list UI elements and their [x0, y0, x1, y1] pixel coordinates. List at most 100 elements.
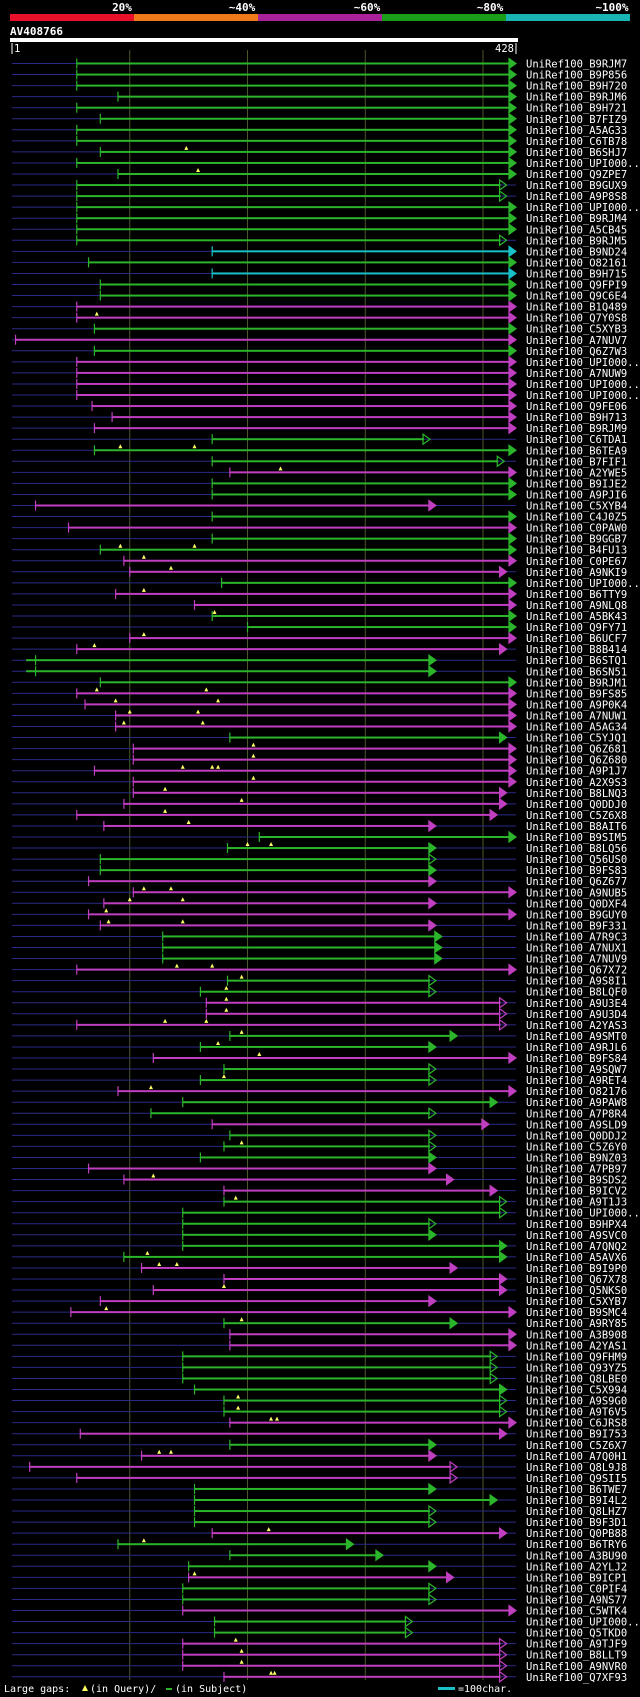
hit-row[interactable]: UniRef100_Q9FHM9	[12, 1350, 627, 1363]
hit-row[interactable]: UniRef100_A7QNQ2	[12, 1239, 627, 1253]
hit-row[interactable]: UniRef100_A9NVR0	[12, 1659, 627, 1673]
hit-row[interactable]: UniRef100_A9U3D4	[12, 1007, 627, 1021]
hit-row[interactable]: UniRef100_Q9SII5	[12, 1471, 627, 1485]
hit-row[interactable]: UniRef100_UPI000...	[12, 1615, 640, 1629]
hit-row[interactable]: UniRef100_B9ND24	[12, 245, 627, 258]
hit-row[interactable]: UniRef100_B9H713	[12, 410, 627, 424]
hit-row[interactable]: UniRef100_A7PB97	[12, 1162, 627, 1176]
hit-row[interactable]: UniRef100_A9NLQ8	[12, 598, 627, 612]
hit-row[interactable]: UniRef100_A9SQW7	[12, 1062, 627, 1076]
hit-row[interactable]: UniRef100_Q8LBE0	[12, 1372, 627, 1385]
hit-row[interactable]: UniRef100_A9U3E4	[12, 996, 627, 1010]
hit-row[interactable]: UniRef100_B9ICP1	[12, 1571, 627, 1584]
hit-row[interactable]: UniRef100_A9RY85	[12, 1317, 627, 1330]
hit-row[interactable]: UniRef100_A7NUW9	[12, 366, 627, 380]
hit-row[interactable]: UniRef100_A7P8R4	[12, 1107, 627, 1120]
hit-row[interactable]: UniRef100_C0PE67	[12, 554, 627, 568]
hit-row[interactable]: UniRef100_B8LLT9	[12, 1648, 627, 1662]
hit-row[interactable]: UniRef100_A9SLD9	[12, 1118, 627, 1131]
hit-row[interactable]: UniRef100_B8LNQ3	[12, 786, 627, 800]
hit-row[interactable]: UniRef100_B9GUY0	[12, 908, 627, 921]
hit-row[interactable]: UniRef100_B9RJM7	[12, 57, 627, 71]
hit-row[interactable]: UniRef100_B9RJM6	[12, 90, 627, 104]
hit-row[interactable]: UniRef100_Q67X72	[12, 963, 627, 977]
hit-row[interactable]: UniRef100_A2YWE5	[12, 466, 627, 479]
hit-row[interactable]: UniRef100_B9H721	[12, 101, 627, 115]
hit-row[interactable]: UniRef100_A9PAW8	[12, 1096, 627, 1109]
hit-row[interactable]: UniRef100_Q9ZPE7	[12, 167, 627, 181]
hit-row[interactable]: UniRef100_B9FS84	[12, 1051, 627, 1065]
hit-row[interactable]: UniRef100_A9RET4	[12, 1073, 627, 1087]
hit-row[interactable]: UniRef100_B7FIZ9	[12, 112, 627, 126]
hit-row[interactable]: UniRef100_C5Z6Y0	[12, 1140, 627, 1153]
hit-row[interactable]: UniRef100_B8LQ56	[12, 841, 627, 855]
hit-row[interactable]: UniRef100_A9PJI6	[12, 488, 627, 501]
hit-row[interactable]: UniRef100_B9SMC4	[12, 1305, 627, 1319]
hit-row[interactable]: UniRef100_B9H720	[12, 79, 627, 93]
hit-row[interactable]: UniRef100_UPI000...	[12, 355, 640, 369]
hit-row[interactable]: UniRef100_B9F331	[12, 919, 627, 932]
hit-row[interactable]: UniRef100_Q6Z681	[12, 742, 627, 756]
hit-row[interactable]: UniRef100_C5X994	[12, 1383, 627, 1397]
hit-row[interactable]: UniRef100_B9SDS2	[12, 1173, 627, 1187]
hit-row[interactable]: UniRef100_B6TTY9	[12, 587, 627, 601]
hit-row[interactable]: UniRef100_A9TJF9	[12, 1637, 627, 1651]
hit-row[interactable]: UniRef100_Q9FPI9	[12, 278, 627, 292]
hit-row[interactable]: UniRef100_A5AG33	[12, 123, 627, 137]
hit-row[interactable]: UniRef100_Q6Z7W3	[12, 344, 627, 358]
hit-row[interactable]: UniRef100_B9RJM1	[12, 676, 627, 689]
hit-row[interactable]: UniRef100_B8AIT6	[12, 819, 627, 833]
hit-row[interactable]: UniRef100_B9GGB7	[12, 532, 627, 546]
hit-row[interactable]: UniRef100_UPI000...	[12, 377, 640, 391]
hit-row[interactable]: UniRef100_Q8LHZ7	[12, 1504, 627, 1518]
hit-row[interactable]: UniRef100_A9S9G0	[12, 1394, 627, 1408]
hit-row[interactable]: UniRef100_A9RJL6	[12, 1040, 627, 1054]
hit-row[interactable]: UniRef100_A9T6V5	[12, 1405, 627, 1419]
hit-row[interactable]: UniRef100_UPI000...	[12, 1206, 640, 1220]
hit-row[interactable]: UniRef100_B9I9P0	[12, 1261, 627, 1275]
hit-row[interactable]: UniRef100_A9P0K4	[12, 698, 627, 711]
hit-row[interactable]: UniRef100_A9P8S8	[12, 189, 627, 203]
hit-row[interactable]: UniRef100_B9RJM5	[12, 234, 627, 247]
hit-row[interactable]: UniRef100_Q0DXF4	[12, 897, 627, 910]
hit-row[interactable]: UniRef100_A5BK43	[12, 609, 627, 623]
hit-row[interactable]: UniRef100_B1Q489	[12, 300, 627, 314]
hit-row[interactable]: UniRef100_A2YLJ2	[12, 1560, 627, 1573]
hit-row[interactable]: UniRef100_UPI000...	[12, 576, 640, 590]
hit-row[interactable]: UniRef100_Q6Z680	[12, 753, 627, 767]
hit-row[interactable]: UniRef100_A2YAS1	[12, 1339, 627, 1352]
hit-row[interactable]: UniRef100_A3BU90	[12, 1549, 627, 1562]
hit-row[interactable]: UniRef100_A9SMT0	[12, 1029, 627, 1043]
hit-row[interactable]: UniRef100_Q7Y0S8	[12, 311, 627, 325]
hit-row[interactable]: UniRef100_Q67X78	[12, 1272, 627, 1286]
hit-row[interactable]: UniRef100_A9NS77	[12, 1593, 627, 1606]
hit-row[interactable]: UniRef100_Q5NKS0	[12, 1283, 627, 1297]
hit-row[interactable]: UniRef100_Q56US0	[12, 852, 627, 866]
hit-row[interactable]: UniRef100_B9HPX4	[12, 1217, 627, 1231]
hit-row[interactable]: UniRef100_B9RJM9	[12, 421, 627, 435]
hit-row[interactable]: UniRef100_O82161	[12, 256, 627, 269]
hit-row[interactable]: UniRef100_Q9FY71	[12, 620, 627, 634]
hit-row[interactable]: UniRef100_A5CB45	[12, 223, 627, 236]
hit-row[interactable]: UniRef100_C5WTK4	[12, 1604, 627, 1618]
hit-row[interactable]: UniRef100_B9I4L2	[12, 1493, 627, 1507]
hit-row[interactable]: UniRef100_B9GUX9	[12, 178, 627, 192]
hit-row[interactable]: UniRef100_B9H715	[12, 267, 627, 280]
hit-row[interactable]: UniRef100_C5YJQ1	[12, 731, 627, 745]
hit-row[interactable]: UniRef100_A7NUV7	[12, 333, 627, 347]
hit-row[interactable]: UniRef100_B6SHJ7	[12, 145, 627, 159]
hit-row[interactable]: UniRef100_Q9C6E4	[12, 289, 627, 303]
hit-row[interactable]: UniRef100_A2X9S3	[12, 775, 627, 789]
hit-row[interactable]: UniRef100_B9P856	[12, 68, 627, 82]
hit-row[interactable]: UniRef100_B7FIF1	[12, 455, 627, 468]
hit-row[interactable]: UniRef100_A3B908	[12, 1328, 627, 1341]
hit-row[interactable]: UniRef100_Q93YZ5	[12, 1361, 627, 1374]
hit-row[interactable]: UniRef100_B8LQF0	[12, 985, 627, 999]
hit-row[interactable]: UniRef100_Q6Z677	[12, 875, 627, 888]
hit-row[interactable]: UniRef100_B9FS83	[12, 863, 627, 877]
hit-row[interactable]: UniRef100_B9I753	[12, 1427, 627, 1441]
hit-row[interactable]: UniRef100_C5Z6X7	[12, 1438, 627, 1452]
hit-row[interactable]: UniRef100_B9SIM5	[12, 830, 627, 844]
hit-row[interactable]: UniRef100_A9NKI9	[12, 565, 627, 579]
hit-row[interactable]: UniRef100_C0PIF4	[12, 1582, 627, 1595]
